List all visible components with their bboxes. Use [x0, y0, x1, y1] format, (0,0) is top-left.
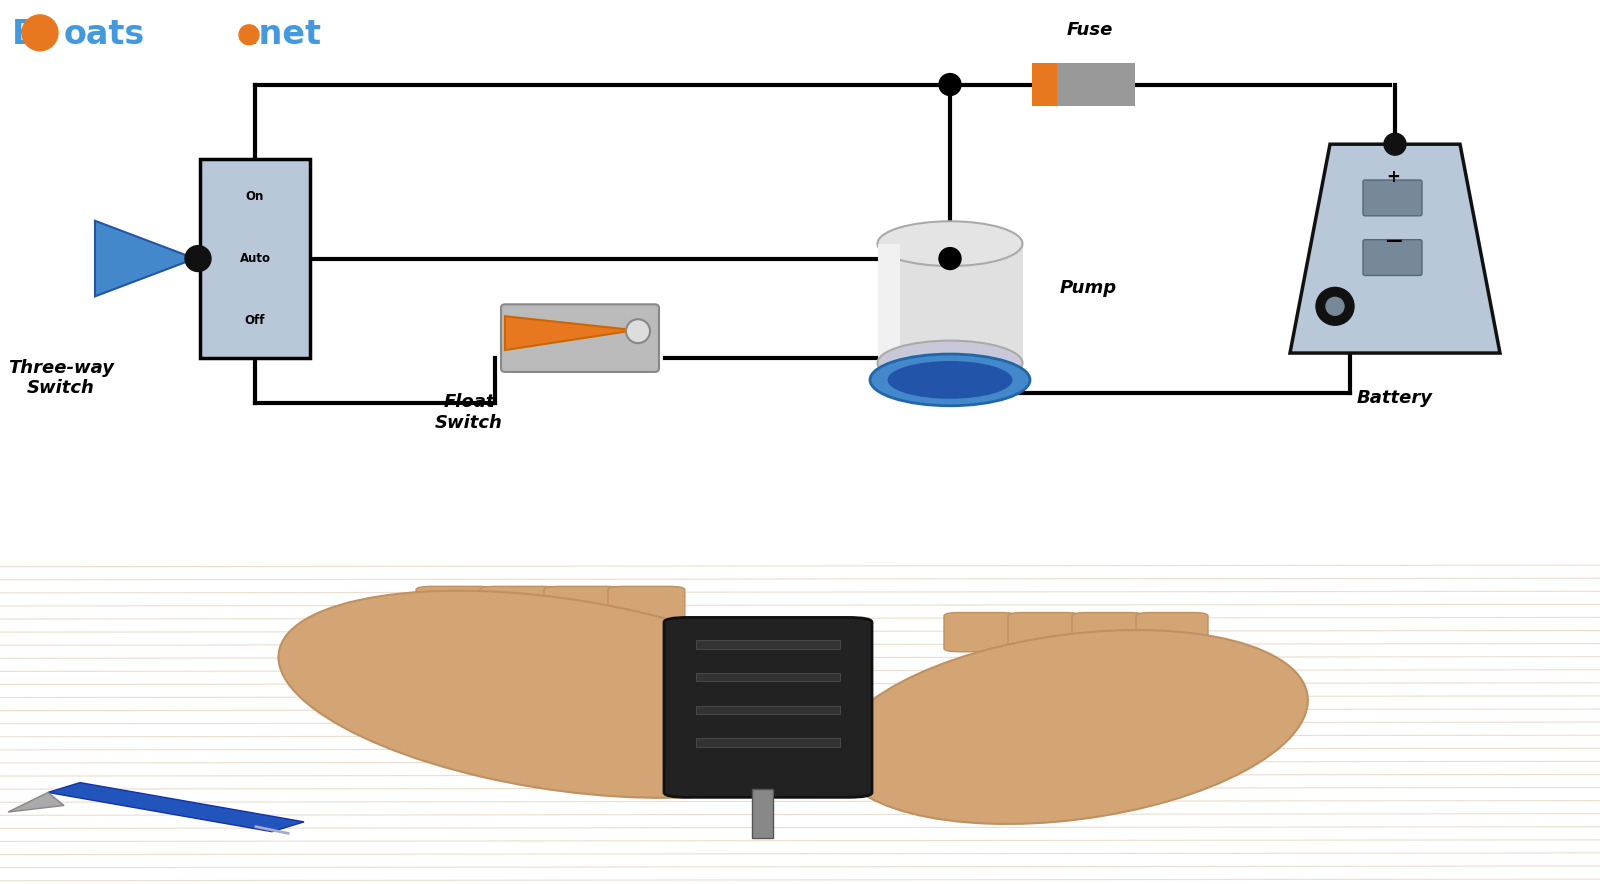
- Text: Fuse: Fuse: [1067, 21, 1114, 39]
- Bar: [696, 738, 840, 747]
- Text: Float
Switch: Float Switch: [435, 393, 502, 432]
- Text: Battery: Battery: [1357, 389, 1434, 407]
- Circle shape: [939, 73, 962, 95]
- Circle shape: [626, 319, 650, 343]
- Text: Three-way
Switch: Three-way Switch: [8, 359, 114, 397]
- Text: oats: oats: [64, 19, 146, 51]
- Ellipse shape: [888, 361, 1013, 399]
- Text: On: On: [246, 190, 264, 203]
- Text: Pump: Pump: [1059, 279, 1117, 297]
- Polygon shape: [1290, 144, 1501, 353]
- Ellipse shape: [278, 591, 842, 798]
- FancyBboxPatch shape: [544, 586, 621, 632]
- Text: .net: .net: [246, 19, 322, 51]
- Circle shape: [939, 248, 962, 270]
- Polygon shape: [48, 782, 304, 832]
- Bar: [696, 705, 840, 714]
- Bar: [877, 244, 899, 363]
- FancyBboxPatch shape: [1363, 180, 1422, 216]
- FancyBboxPatch shape: [480, 586, 557, 632]
- FancyBboxPatch shape: [664, 617, 872, 797]
- Circle shape: [1326, 297, 1344, 316]
- Bar: [877, 244, 1022, 363]
- Bar: [752, 789, 773, 838]
- Text: Off: Off: [245, 314, 266, 327]
- FancyBboxPatch shape: [200, 159, 310, 358]
- Polygon shape: [506, 316, 635, 350]
- FancyBboxPatch shape: [1363, 240, 1422, 276]
- Circle shape: [1315, 287, 1354, 325]
- FancyBboxPatch shape: [944, 613, 1016, 652]
- FancyBboxPatch shape: [1058, 63, 1134, 106]
- Circle shape: [22, 15, 58, 50]
- Text: +: +: [1386, 168, 1400, 186]
- Ellipse shape: [877, 340, 1022, 385]
- Text: Auto: Auto: [240, 252, 270, 265]
- Bar: [696, 673, 840, 682]
- FancyBboxPatch shape: [1032, 63, 1058, 106]
- Bar: [696, 640, 840, 649]
- Polygon shape: [94, 221, 195, 296]
- Text: —: —: [1384, 232, 1402, 249]
- Ellipse shape: [870, 354, 1030, 406]
- FancyBboxPatch shape: [608, 586, 685, 632]
- Circle shape: [238, 25, 259, 45]
- Ellipse shape: [877, 221, 1022, 266]
- FancyBboxPatch shape: [1136, 613, 1208, 652]
- Polygon shape: [8, 792, 64, 812]
- Text: B: B: [13, 19, 37, 51]
- Circle shape: [186, 246, 211, 271]
- Ellipse shape: [837, 630, 1307, 824]
- FancyBboxPatch shape: [416, 586, 493, 632]
- Circle shape: [1384, 133, 1406, 155]
- FancyBboxPatch shape: [501, 304, 659, 372]
- FancyBboxPatch shape: [1072, 613, 1144, 652]
- FancyBboxPatch shape: [1008, 613, 1080, 652]
